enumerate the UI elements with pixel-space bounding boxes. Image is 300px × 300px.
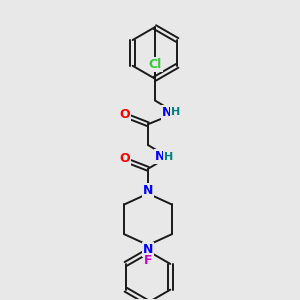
Text: N: N bbox=[143, 184, 153, 197]
Text: N: N bbox=[143, 243, 153, 256]
Text: N: N bbox=[162, 106, 172, 119]
Text: O: O bbox=[119, 108, 130, 121]
Text: O: O bbox=[119, 152, 130, 165]
Text: H: H bbox=[164, 152, 173, 162]
Text: N: N bbox=[155, 150, 165, 164]
Text: F: F bbox=[144, 254, 152, 268]
Text: H: H bbox=[171, 107, 180, 117]
Text: Cl: Cl bbox=[148, 58, 162, 71]
